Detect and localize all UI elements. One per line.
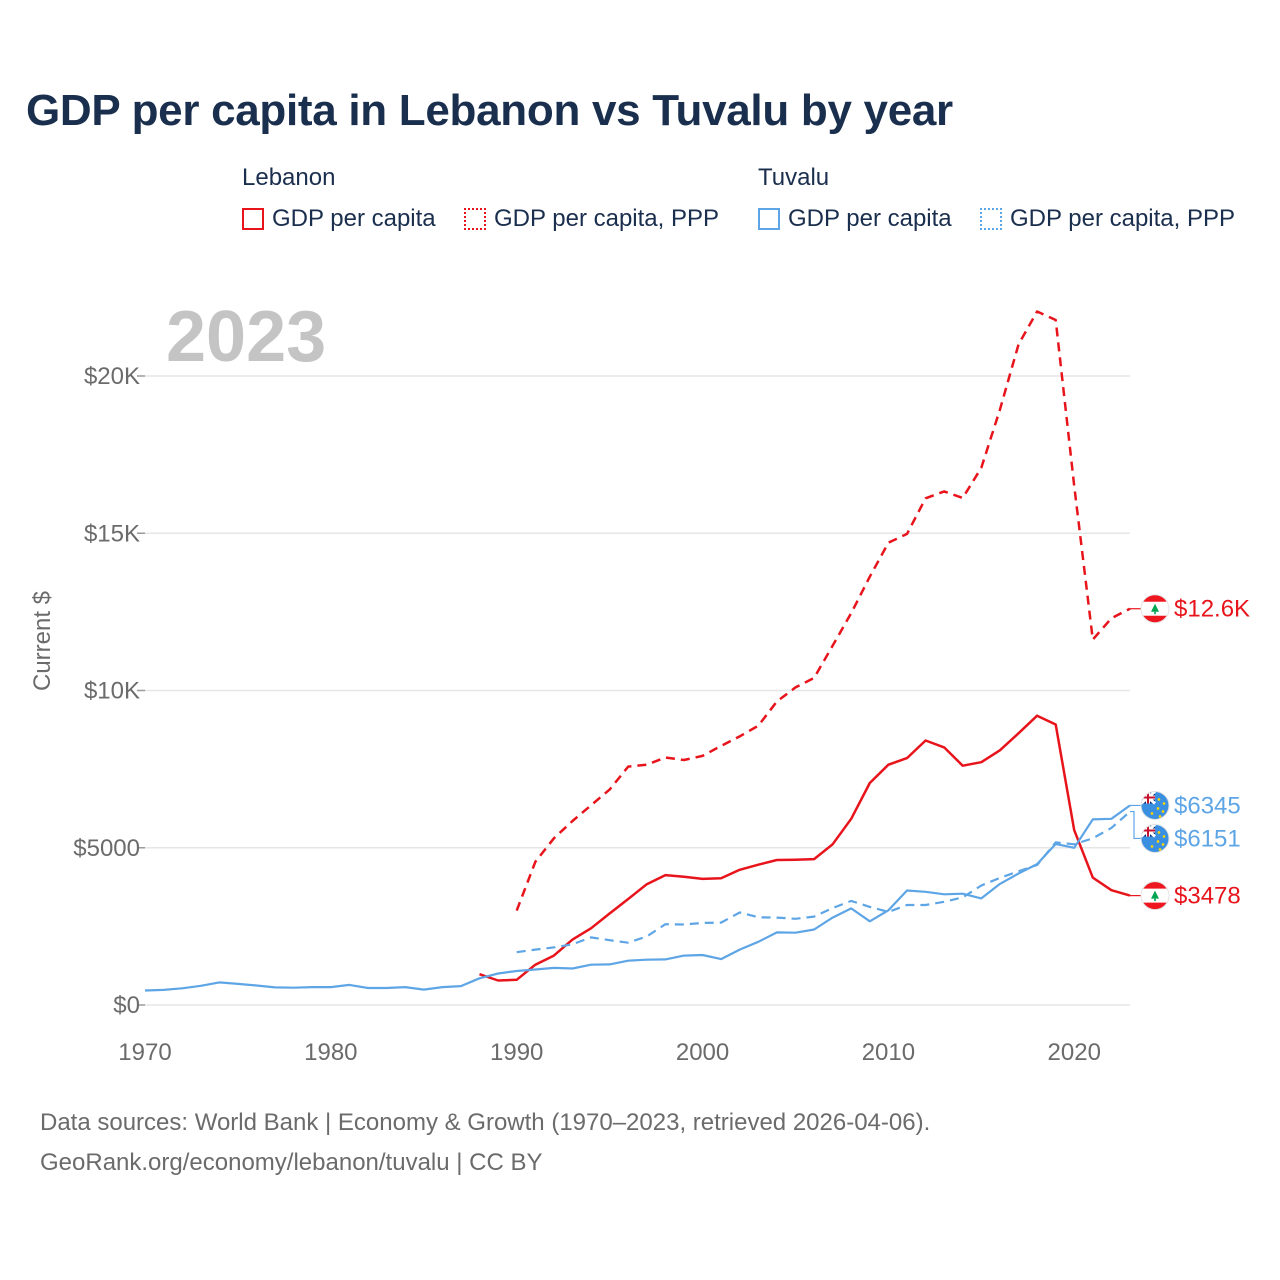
legend-item-tuvalu-gdp-ppp[interactable]: GDP per capita, PPP [980,205,1235,233]
legend-item-lebanon-gdp[interactable]: GDP per capita [242,205,436,233]
x-tick-label: 2010 [862,1039,915,1066]
legend-label: GDP per capita [272,205,436,232]
y-tick-label: $20K [84,363,140,390]
end-value-label: $6151 [1174,825,1241,852]
series-line-lebanon-ppp[interactable] [515,310,1131,912]
y-tick-label: $5000 [73,835,140,862]
y-tick-label: $15K [84,520,140,547]
legend-swatch-dotted-icon [980,208,1002,230]
tuvalu-flag-icon [1140,823,1170,853]
y-tick-label: $10K [84,678,140,705]
end-value-label: $12.6K [1174,596,1250,623]
line-chart: 2023 $0 $5000 $10K $15K $20K 1970 1980 1990 2000… [29,297,1250,1066]
end-value-label: $3478 [1174,883,1241,910]
footer-credit: GeoRank.org/economy/lebanon/tuvalu | CC … [40,1149,543,1176]
end-value-label: $6345 [1174,792,1241,819]
legend-item-lebanon-gdp-ppp[interactable]: GDP per capita, PPP [464,205,719,233]
y-axis-label: Current $ [29,591,56,691]
legend-swatch-solid-icon [758,208,780,230]
legend-group-title-tuvalu: Tuvalu [758,164,830,191]
legend-label: GDP per capita [788,205,952,232]
x-tick-label: 2020 [1048,1039,1101,1066]
lebanon-flag-icon [1140,594,1170,624]
legend-swatch-dotted-icon [464,208,486,230]
footer-sources: Data sources: World Bank | Economy & Gro… [40,1109,931,1136]
legend-swatch-solid-icon [242,208,264,230]
series-line-tuvalu-ppp[interactable] [516,810,1131,954]
x-tick-label: 2000 [676,1039,729,1066]
x-tick-label: 1970 [118,1039,171,1066]
legend-label: GDP per capita, PPP [1010,205,1235,232]
y-tick-label: $0 [113,992,140,1019]
x-tick-label: 1980 [304,1039,357,1066]
legend-item-tuvalu-gdp[interactable]: GDP per capita [758,205,952,233]
series-line-tuvalu[interactable] [144,804,1131,992]
chart-title: GDP per capita in Lebanon vs Tuvalu by y… [26,86,953,135]
legend-label: GDP per capita, PPP [494,205,719,232]
end-label-connector [1130,810,1141,840]
lebanon-flag-icon [1140,881,1170,911]
series-line-lebanon[interactable] [479,714,1131,982]
legend-group-title-lebanon: Lebanon [242,164,336,191]
tuvalu-flag-icon [1140,790,1170,820]
year-watermark: 2023 [166,297,326,377]
x-tick-label: 1990 [490,1039,543,1066]
